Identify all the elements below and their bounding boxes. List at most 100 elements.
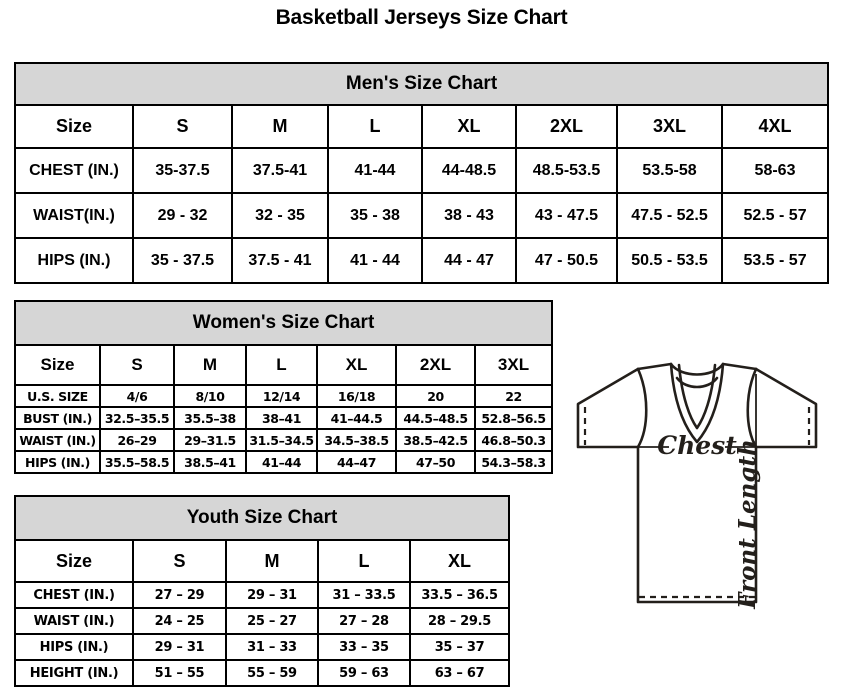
mens-hips-2xl: 47 - 50.5 (515, 237, 618, 284)
womens-bust-3xl: 52.8–56.5 (473, 406, 554, 430)
womens-waist-3xl: 46.8–50.3 (473, 428, 554, 452)
womens-hips-3xl: 54.3–58.3 (473, 450, 554, 474)
youth-header-row: Size S M L XL (14, 539, 511, 583)
womens-col-header-2xl: 2XL (395, 344, 476, 386)
youth-caption: Youth Size Chart (13, 495, 511, 541)
table-row: CHEST (IN.) 27 – 29 29 – 31 31 – 33.5 33… (14, 581, 511, 609)
mens-size-chart-table: Men's Size Chart Size S M L XL 2XL 3XL 4… (13, 62, 830, 284)
left-shoulder-line (636, 362, 673, 371)
youth-height-l: 59 – 63 (317, 659, 411, 687)
youth-hips-m: 31 – 33 (225, 633, 319, 661)
left-sleeve-seam (636, 367, 648, 449)
youth-hips-xl: 35 – 37 (408, 633, 511, 661)
youth-waist-l: 27 – 28 (317, 607, 411, 635)
womens-col-header-l: L (245, 344, 318, 386)
mens-hips-m: 37.5 - 41 (231, 237, 329, 284)
youth-row-label-hips: HIPS (IN.) (14, 633, 134, 661)
mens-waist-xl: 38 - 43 (421, 192, 517, 239)
womens-col-header-m: M (173, 344, 247, 386)
mens-chest-2xl: 48.5-53.5 (515, 147, 618, 194)
mens-hips-4xl: 53.5 - 57 (720, 237, 830, 284)
mens-hips-l: 41 - 44 (327, 237, 423, 284)
mens-col-header-size: Size (14, 104, 134, 149)
womens-caption: Women's Size Chart (13, 300, 554, 346)
youth-waist-s: 24 – 25 (132, 607, 227, 635)
v-neck-inner (677, 363, 717, 430)
womens-bust-l: 38–41 (245, 406, 318, 430)
mens-col-header-3xl: 3XL (616, 104, 723, 149)
mens-col-header-m: M (231, 104, 329, 149)
womens-row-label-us-size: U.S. SIZE (14, 384, 101, 408)
mens-waist-4xl: 52.5 - 57 (720, 192, 830, 239)
womens-hips-s: 35.5–58.5 (99, 450, 175, 474)
mens-waist-s: 29 - 32 (132, 192, 233, 239)
womens-us-size-s: 4/6 (99, 384, 175, 408)
mens-caption: Men's Size Chart (13, 62, 830, 106)
mens-chest-3xl: 53.5-58 (616, 147, 723, 194)
mens-col-header-l: L (327, 104, 423, 149)
mens-chest-m: 37.5-41 (231, 147, 329, 194)
youth-col-header-s: S (132, 539, 227, 583)
youth-hips-s: 29 – 31 (132, 633, 227, 661)
right-shoulder-line (721, 362, 758, 371)
youth-hips-l: 33 – 35 (317, 633, 411, 661)
mens-col-header-4xl: 4XL (720, 104, 830, 149)
womens-waist-xl: 34.5–38.5 (316, 428, 397, 452)
table-row: HIPS (IN.) 29 – 31 31 – 33 33 – 35 35 – … (14, 633, 511, 661)
womens-header-row: Size S M L XL 2XL 3XL (14, 344, 554, 386)
table-row: HEIGHT (IN.) 51 – 55 55 – 59 59 – 63 63 … (14, 659, 511, 687)
youth-chest-l: 31 – 33.5 (317, 581, 411, 609)
mens-chest-xl: 44-48.5 (421, 147, 517, 194)
collar-band-lower (675, 376, 719, 389)
mens-waist-2xl: 43 - 47.5 (515, 192, 618, 239)
womens-waist-m: 29–31.5 (173, 428, 247, 452)
mens-chest-4xl: 58-63 (720, 147, 830, 194)
youth-waist-xl: 28 – 29.5 (408, 607, 511, 635)
mens-chest-s: 35-37.5 (132, 147, 233, 194)
womens-col-header-s: S (99, 344, 175, 386)
womens-bust-xl: 41–44.5 (316, 406, 397, 430)
collar-band-upper (669, 362, 725, 376)
womens-row-label-hips: HIPS (IN.) (14, 450, 101, 474)
youth-row-label-chest: CHEST (IN.) (14, 581, 134, 609)
youth-col-header-size: Size (14, 539, 134, 583)
womens-bust-2xl: 44.5–48.5 (395, 406, 476, 430)
youth-chest-s: 27 – 29 (132, 581, 227, 609)
womens-us-size-2xl: 20 (395, 384, 476, 408)
womens-row-label-waist: WAIST (IN.) (14, 428, 101, 452)
chest-label: Chest (657, 431, 737, 460)
youth-chest-xl: 33.5 – 36.5 (408, 581, 511, 609)
table-row: WAIST(IN.) 29 - 32 32 - 35 35 - 38 38 - … (14, 192, 830, 239)
womens-row-label-bust: BUST (IN.) (14, 406, 101, 430)
mens-col-header-xl: XL (421, 104, 517, 149)
table-row: U.S. SIZE 4/6 8/10 12/14 16/18 20 22 (14, 384, 554, 408)
left-sleeve-outline (576, 367, 640, 449)
table-row: HIPS (IN.) 35 - 37.5 37.5 - 41 41 - 44 4… (14, 237, 830, 284)
youth-col-header-xl: XL (408, 539, 511, 583)
womens-col-header-size: Size (14, 344, 101, 386)
youth-chest-m: 29 – 31 (225, 581, 319, 609)
youth-col-header-m: M (225, 539, 319, 583)
jersey-measurement-diagram: Chest Front Length (553, 352, 841, 652)
mens-header-row: Size S M L XL 2XL 3XL 4XL (14, 104, 830, 149)
womens-hips-m: 38.5–41 (173, 450, 247, 474)
womens-size-chart-table: Women's Size Chart Size S M L XL 2XL 3XL… (13, 300, 554, 474)
womens-bust-s: 32.5–35.5 (99, 406, 175, 430)
womens-col-header-xl: XL (316, 344, 397, 386)
womens-waist-s: 26–29 (99, 428, 175, 452)
womens-hips-2xl: 47–50 (395, 450, 476, 474)
right-sleeve-seam (746, 367, 758, 449)
womens-col-header-3xl: 3XL (473, 344, 554, 386)
youth-row-label-height: HEIGHT (IN.) (14, 659, 134, 687)
right-sleeve-outline (754, 367, 818, 449)
jersey-outline-group (576, 362, 818, 604)
youth-height-m: 55 – 59 (225, 659, 319, 687)
womens-us-size-m: 8/10 (173, 384, 247, 408)
youth-height-xl: 63 – 67 (408, 659, 511, 687)
womens-us-size-l: 12/14 (245, 384, 318, 408)
youth-caption-row: Youth Size Chart (13, 495, 511, 541)
jersey-body-outline (636, 445, 758, 604)
table-row: WAIST (IN.) 24 – 25 25 – 27 27 – 28 28 –… (14, 607, 511, 635)
womens-caption-row: Women's Size Chart (13, 300, 554, 346)
mens-row-label-waist: WAIST(IN.) (14, 192, 134, 239)
